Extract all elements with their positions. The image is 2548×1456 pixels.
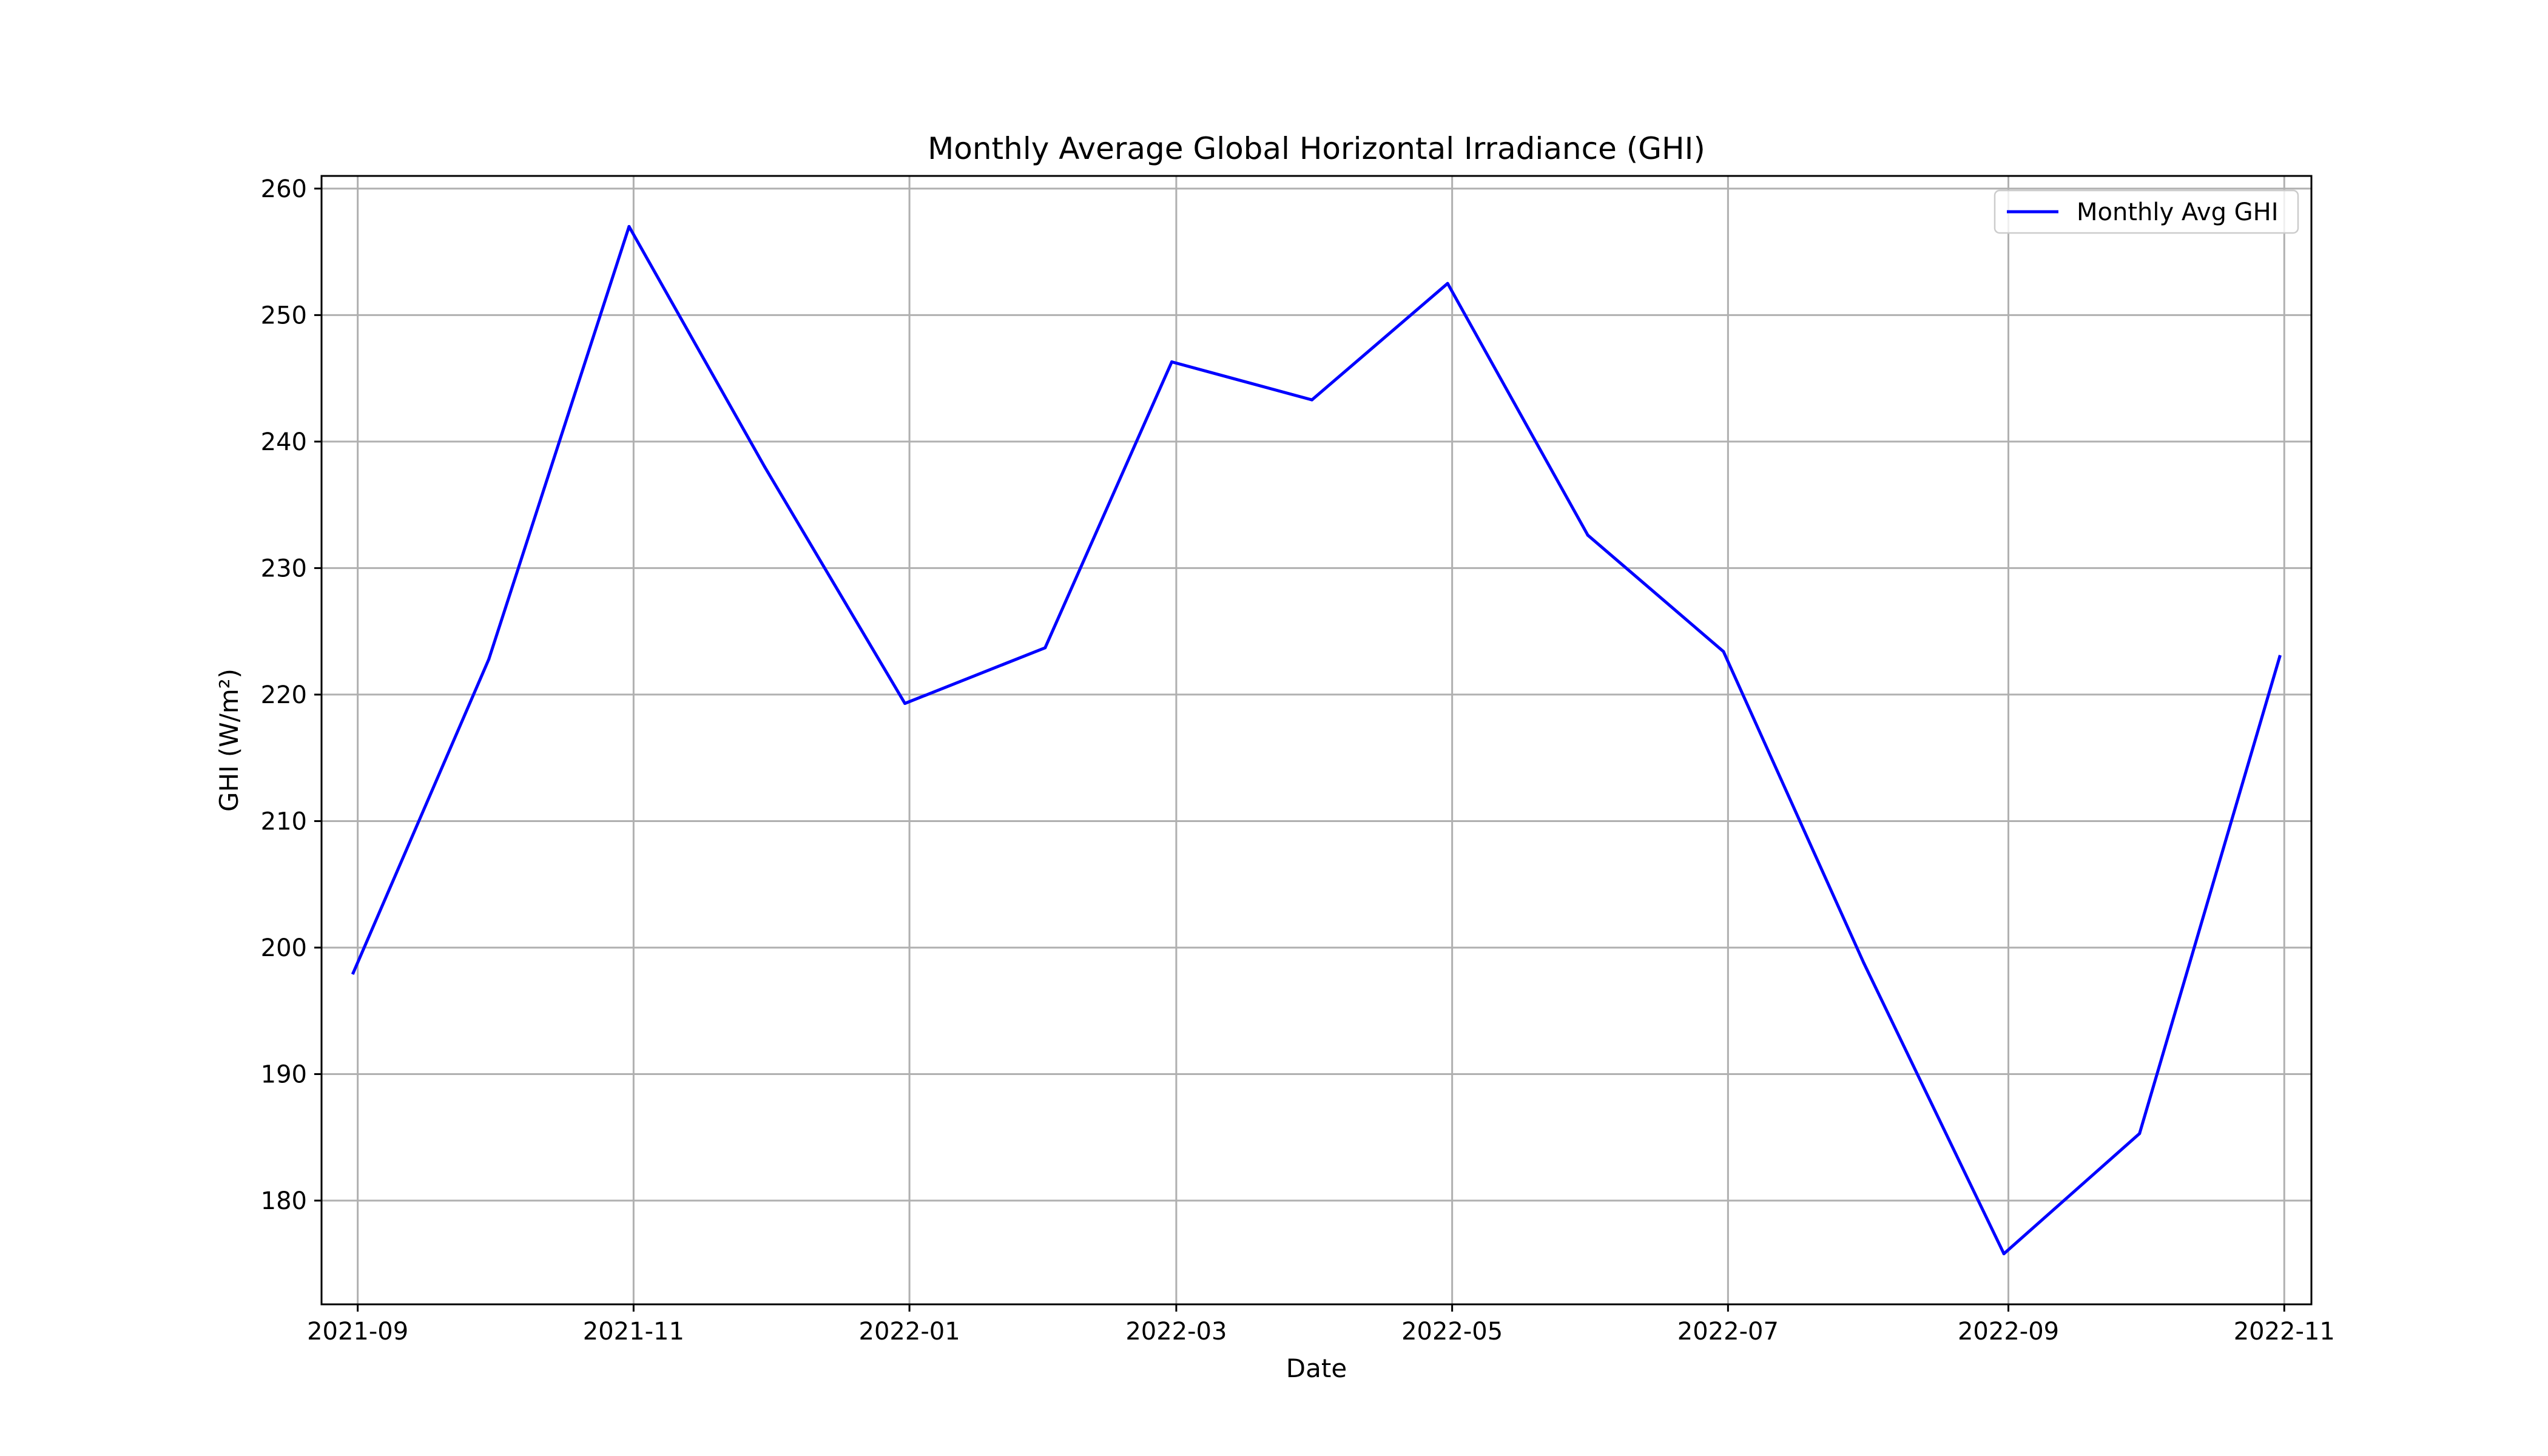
data-point	[487, 658, 491, 661]
data-point	[627, 224, 631, 228]
data-point	[351, 971, 355, 975]
y-tick-label: 250	[261, 302, 307, 329]
data-point	[2002, 1252, 2006, 1256]
x-tick-label: 2022-07	[1677, 1318, 1779, 1346]
data-point	[2138, 1131, 2142, 1135]
y-tick-label: 210	[261, 807, 307, 835]
y-tick-label: 190	[261, 1060, 307, 1088]
data-point	[1310, 398, 1314, 402]
data-point	[763, 465, 767, 469]
data-point	[1586, 533, 1589, 537]
y-tick-label: 200	[261, 934, 307, 962]
y-axis-label: GHI (W/m²)	[214, 669, 244, 812]
legend: Monthly Avg GHI	[1994, 189, 2299, 234]
plot-frame	[320, 175, 2313, 1306]
legend-box	[1994, 189, 2299, 234]
data-point	[1722, 650, 1725, 653]
x-tick-label: 2022-09	[1958, 1318, 2059, 1346]
x-tick-label: 2022-03	[1125, 1318, 1227, 1346]
x-tick-label: 2022-01	[859, 1318, 960, 1346]
y-tick-label: 230	[261, 554, 307, 582]
x-tick-label: 2022-11	[2234, 1318, 2335, 1346]
x-tick-label: 2022-05	[1401, 1318, 1503, 1346]
x-tick-label: 2021-09	[307, 1318, 408, 1346]
x-tick-label: 2021-11	[583, 1318, 684, 1346]
data-point	[1862, 961, 1866, 965]
y-axis: 180 190 200 210 220 230 240 250 260	[261, 175, 322, 1215]
data-point	[1446, 281, 1449, 285]
series-layer	[351, 224, 2282, 1256]
y-tick-label: 260	[261, 175, 307, 203]
data-point	[1043, 646, 1047, 650]
y-tick-label: 240	[261, 428, 307, 456]
x-axis: 2021-09 2021-11 2022-01 2022-03 2022-05 2022-…	[307, 1304, 2335, 1346]
data-point	[903, 702, 907, 706]
grid	[322, 176, 2311, 1304]
data-point	[1170, 360, 1173, 364]
chart-title: Monthly Average Global Horizontal Irradi…	[928, 131, 1705, 166]
x-axis-label: Date	[1286, 1353, 1347, 1383]
y-tick-label: 220	[261, 681, 307, 709]
legend-label: Monthly Avg GHI	[2077, 198, 2279, 226]
y-tick-label: 180	[261, 1187, 307, 1215]
data-point	[2278, 655, 2282, 658]
